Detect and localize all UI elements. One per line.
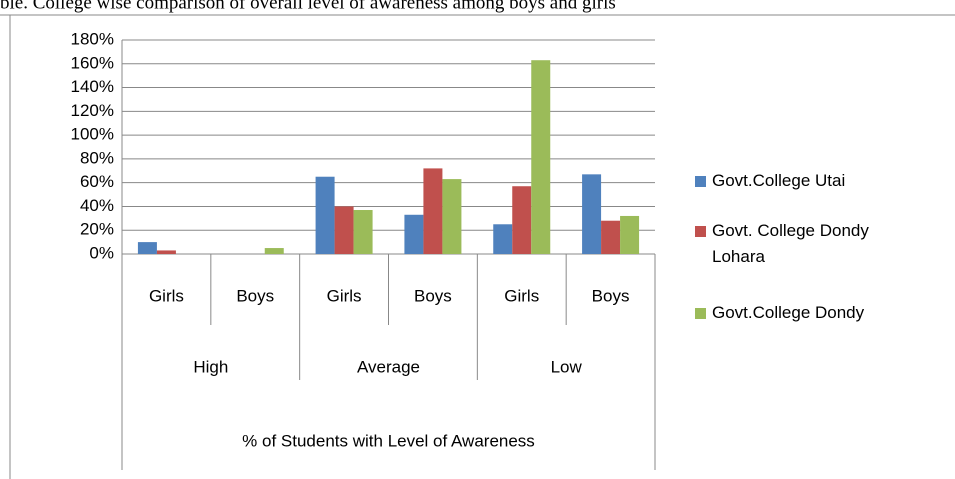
y-tick-label: 20% <box>80 220 114 239</box>
bar <box>601 220 621 254</box>
bar <box>315 176 335 254</box>
y-tick-label: 0% <box>89 243 114 262</box>
y-tick-label: 180% <box>71 29 114 48</box>
bar <box>353 210 373 254</box>
legend-swatch <box>695 176 706 187</box>
bar <box>512 186 532 254</box>
legend-item: Govt.College Dondy <box>695 300 945 326</box>
legend-item: Govt. College Dondy Lohara <box>695 218 945 270</box>
y-tick-label: 40% <box>80 196 114 215</box>
group-label: High <box>193 357 228 376</box>
bar <box>493 224 513 254</box>
bar <box>442 179 462 254</box>
legend-label: Govt. College Dondy Lohara <box>712 221 869 266</box>
y-tick-label: 120% <box>71 101 114 120</box>
x-tick-label: Boys <box>236 286 274 305</box>
group-label: Average <box>357 357 420 376</box>
legend-label: Govt.College Dondy <box>712 303 865 322</box>
y-tick-label: 160% <box>71 53 114 72</box>
y-tick-label: 140% <box>71 77 114 96</box>
x-tick-label: Boys <box>414 286 452 305</box>
x-axis-label: % of Students with Level of Awareness <box>242 431 535 450</box>
legend-swatch <box>695 226 706 237</box>
y-tick-label: 60% <box>80 172 114 191</box>
legend-label: Govt.College Utai <box>712 171 846 190</box>
bar <box>423 168 443 254</box>
legend-swatch <box>695 308 706 319</box>
y-tick-label: 80% <box>80 148 114 167</box>
x-tick-label: Girls <box>149 286 184 305</box>
bar <box>137 242 157 254</box>
bar <box>264 248 284 254</box>
legend-item: Govt.College Utai <box>695 168 945 194</box>
bar <box>620 215 640 254</box>
x-tick-label: Girls <box>327 286 362 305</box>
bar <box>531 60 551 254</box>
bar <box>582 174 602 254</box>
group-label: Low <box>551 357 583 376</box>
bar <box>334 206 354 254</box>
y-tick-label: 100% <box>71 125 114 144</box>
chart-title: ble. College wise comparison of overall … <box>0 0 616 13</box>
x-tick-label: Boys <box>592 286 630 305</box>
bar <box>404 214 424 254</box>
x-tick-label: Girls <box>504 286 539 305</box>
bar <box>156 250 176 254</box>
